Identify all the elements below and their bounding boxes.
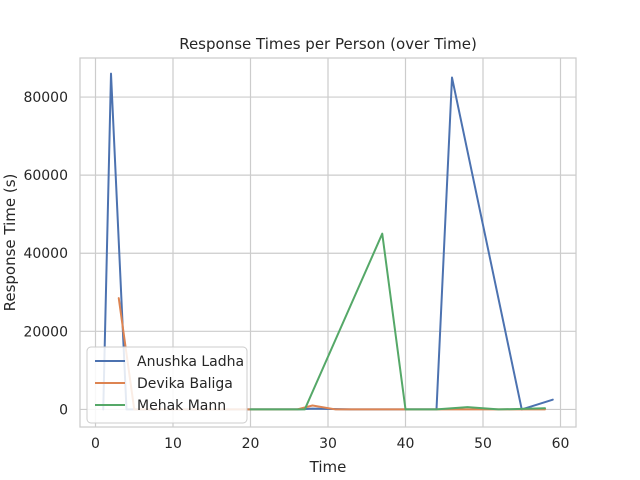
legend: Anushka Ladha Devika Baliga Mehak Mann <box>86 346 248 424</box>
y-tick-label: 40000 <box>23 246 68 262</box>
tick-labels: 0 10 20 30 40 50 60 0 20000 40000 60000 80000 <box>23 90 569 452</box>
chart-title: Response Times per Person (over Time) <box>179 35 477 53</box>
y-tick-label: 60000 <box>23 168 68 184</box>
x-tick-label: 10 <box>164 436 182 452</box>
plot-area-frame <box>79 57 577 428</box>
x-tick-label: 60 <box>552 436 570 452</box>
series-line <box>102 72 554 411</box>
x-tick-label: 50 <box>474 436 492 452</box>
y-tick-label: 20000 <box>23 324 68 340</box>
x-tick-label: 20 <box>242 436 260 452</box>
y-tick-label: 0 <box>59 402 68 418</box>
x-tick-label: 30 <box>319 436 337 452</box>
legend-entry: Devika Baliga <box>137 376 233 392</box>
x-axis-label: Time <box>309 458 347 476</box>
legend-entry: Anushka Ladha <box>137 354 244 370</box>
series-line <box>249 232 546 411</box>
x-tick-label: 0 <box>91 436 100 452</box>
legend-box <box>86 346 248 424</box>
y-tick-label: 80000 <box>23 90 68 106</box>
y-axis-label: Response Time (s) <box>1 174 19 312</box>
x-tick-label: 40 <box>397 436 415 452</box>
legend-entry: Mehak Mann <box>137 398 226 414</box>
